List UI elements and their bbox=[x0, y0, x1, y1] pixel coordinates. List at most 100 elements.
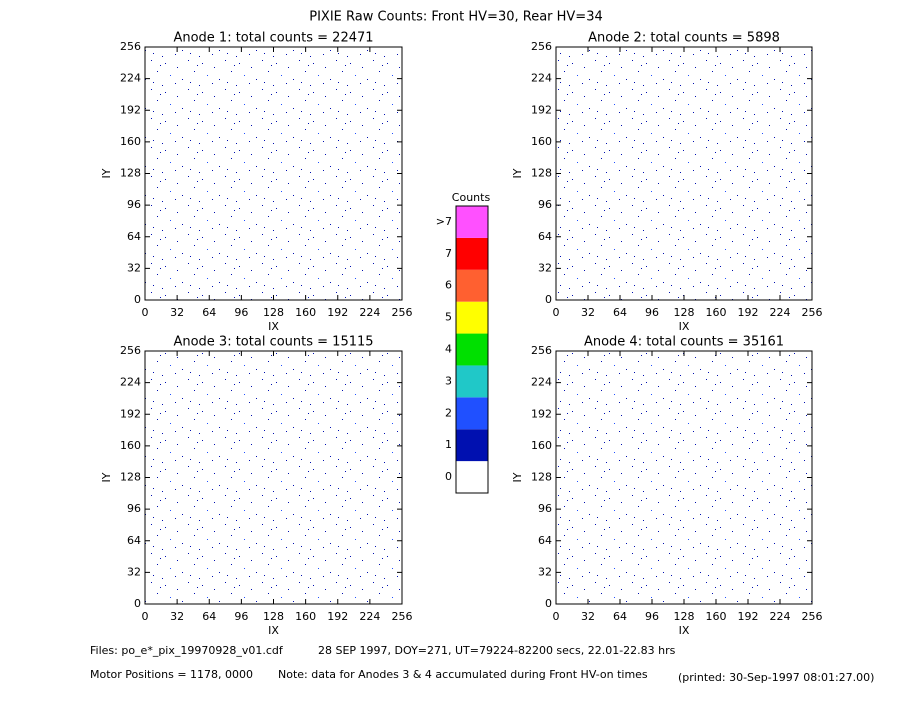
colorbar-swatch bbox=[456, 206, 488, 238]
panel-title: Anode 4: total counts = 35161 bbox=[584, 335, 784, 350]
y-tick-label: 192 bbox=[531, 407, 552, 420]
y-tick-label: 224 bbox=[120, 376, 141, 389]
y-tick-label: 128 bbox=[120, 167, 141, 180]
x-axis-label: IX bbox=[679, 320, 690, 333]
plot-texture bbox=[145, 47, 402, 300]
colorbar-swatch bbox=[456, 429, 488, 462]
figure-title: PIXIE Raw Counts: Front HV=30, Rear HV=3… bbox=[309, 10, 603, 25]
footer-files: Files: po_e*_pix_19970928_v01.cdf bbox=[90, 644, 284, 657]
y-tick-label: 160 bbox=[531, 135, 552, 148]
x-tick-label: 64 bbox=[613, 610, 627, 623]
y-tick-label: 0 bbox=[134, 293, 141, 306]
colorbar-swatch bbox=[456, 397, 488, 430]
y-tick-label: 0 bbox=[545, 293, 552, 306]
plot-texture bbox=[556, 351, 812, 604]
y-tick-label: 96 bbox=[127, 198, 141, 211]
colorbar-label: 3 bbox=[445, 374, 452, 387]
x-tick-label: 0 bbox=[553, 306, 560, 319]
colorbar-label: 2 bbox=[445, 406, 452, 419]
colorbar-frame bbox=[455, 205, 489, 494]
y-axis-label: IY bbox=[100, 472, 113, 482]
y-tick-label: 32 bbox=[538, 565, 552, 578]
x-tick-label: 224 bbox=[359, 306, 380, 319]
x-tick-label: 128 bbox=[674, 306, 695, 319]
y-tick-label: 96 bbox=[538, 198, 552, 211]
x-tick-label: 32 bbox=[581, 610, 595, 623]
y-tick-label: 160 bbox=[120, 439, 141, 452]
y-axis-label: IY bbox=[100, 168, 113, 178]
y-tick-label: 256 bbox=[120, 344, 141, 357]
x-tick-label: 96 bbox=[645, 306, 659, 319]
y-tick-label: 32 bbox=[127, 565, 141, 578]
plot-texture bbox=[556, 47, 812, 300]
x-tick-label: 256 bbox=[392, 610, 413, 623]
y-tick-label: 0 bbox=[545, 597, 552, 610]
x-tick-label: 128 bbox=[263, 306, 284, 319]
x-tick-label: 64 bbox=[202, 306, 216, 319]
y-tick-label: 0 bbox=[134, 597, 141, 610]
y-tick-label: 224 bbox=[531, 376, 552, 389]
y-tick-label: 96 bbox=[538, 502, 552, 515]
y-tick-label: 160 bbox=[531, 439, 552, 452]
y-tick-label: 224 bbox=[531, 72, 552, 85]
colorbar-swatch bbox=[456, 365, 488, 398]
x-tick-label: 160 bbox=[706, 610, 727, 623]
colorbar-label: 4 bbox=[445, 343, 452, 356]
y-tick-label: 160 bbox=[120, 135, 141, 148]
y-tick-label: 256 bbox=[531, 40, 552, 53]
x-tick-label: 0 bbox=[142, 610, 149, 623]
x-tick-label: 224 bbox=[359, 610, 380, 623]
x-tick-label: 256 bbox=[802, 610, 823, 623]
x-tick-label: 160 bbox=[706, 306, 727, 319]
x-tick-label: 192 bbox=[327, 610, 348, 623]
y-tick-label: 256 bbox=[531, 344, 552, 357]
colorbar-swatch bbox=[456, 301, 488, 334]
panel-title: Anode 2: total counts = 5898 bbox=[588, 31, 780, 46]
x-tick-label: 128 bbox=[674, 610, 695, 623]
x-tick-label: 32 bbox=[581, 306, 595, 319]
colorbar-label: 7 bbox=[445, 247, 452, 260]
y-tick-label: 128 bbox=[531, 167, 552, 180]
x-tick-label: 224 bbox=[770, 610, 791, 623]
colorbar-swatch bbox=[456, 461, 488, 493]
y-tick-label: 192 bbox=[120, 103, 141, 116]
colorbar-label: 1 bbox=[445, 438, 452, 451]
x-axis-label: IX bbox=[679, 624, 690, 637]
x-tick-label: 256 bbox=[802, 306, 823, 319]
colorbar-swatch bbox=[456, 269, 488, 302]
x-tick-label: 32 bbox=[170, 306, 184, 319]
colorbar-label: 6 bbox=[445, 279, 452, 292]
footer-date: 28 SEP 1997, DOY=271, UT=79224-82200 sec… bbox=[318, 644, 676, 657]
colorbar-label: >7 bbox=[436, 215, 452, 228]
x-tick-label: 96 bbox=[234, 610, 248, 623]
footer-printed: (printed: 30-Sep-1997 08:01:27.00) bbox=[678, 671, 874, 684]
x-tick-label: 192 bbox=[327, 306, 348, 319]
y-tick-label: 192 bbox=[531, 103, 552, 116]
x-tick-label: 160 bbox=[295, 610, 316, 623]
y-tick-label: 32 bbox=[538, 261, 552, 274]
x-tick-label: 96 bbox=[645, 610, 659, 623]
y-tick-label: 128 bbox=[120, 471, 141, 484]
x-axis-label: IX bbox=[268, 320, 279, 333]
x-tick-label: 64 bbox=[202, 610, 216, 623]
colorbar-label: 0 bbox=[445, 470, 452, 483]
x-tick-label: 128 bbox=[263, 610, 284, 623]
y-axis-label: IY bbox=[511, 168, 524, 178]
y-tick-label: 128 bbox=[531, 471, 552, 484]
y-tick-label: 96 bbox=[127, 502, 141, 515]
x-tick-label: 160 bbox=[295, 306, 316, 319]
y-tick-label: 32 bbox=[127, 261, 141, 274]
colorbar-title: Counts bbox=[452, 191, 491, 204]
x-tick-label: 0 bbox=[553, 610, 560, 623]
x-tick-label: 256 bbox=[392, 306, 413, 319]
y-tick-label: 224 bbox=[120, 72, 141, 85]
panel-title: Anode 3: total counts = 15115 bbox=[173, 335, 373, 350]
x-tick-label: 0 bbox=[142, 306, 149, 319]
footer-motor: Motor Positions = 1178, 0000 bbox=[90, 668, 253, 681]
x-tick-label: 192 bbox=[738, 610, 759, 623]
x-tick-label: 192 bbox=[738, 306, 759, 319]
x-tick-label: 64 bbox=[613, 306, 627, 319]
colorbar-swatch bbox=[456, 237, 488, 270]
